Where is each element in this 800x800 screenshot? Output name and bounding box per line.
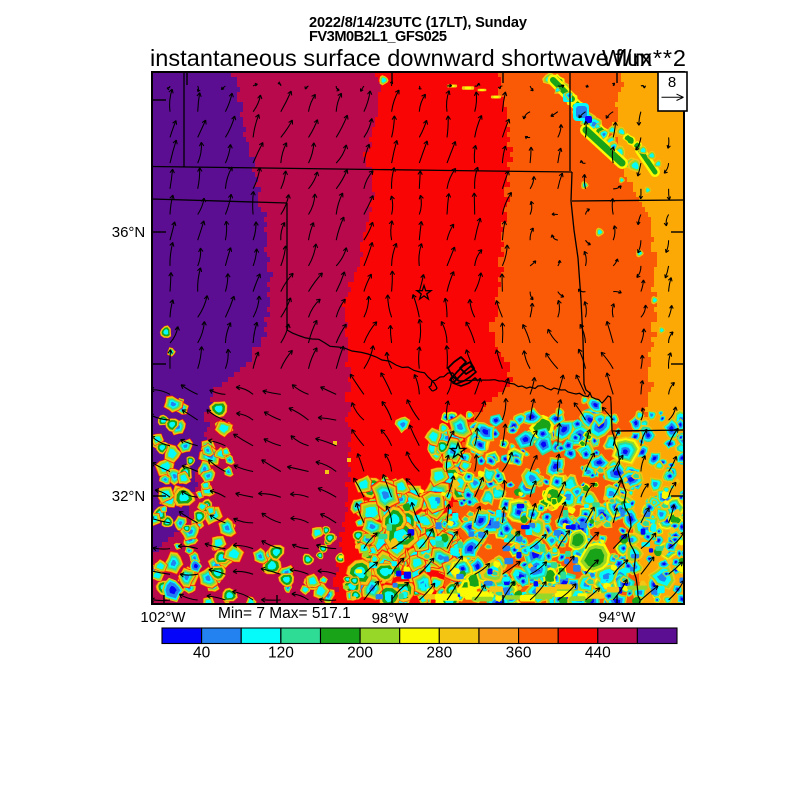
svg-text:200: 200 [347, 645, 373, 662]
svg-text:280: 280 [426, 645, 452, 662]
svg-text:36°N: 36°N [112, 224, 146, 241]
svg-text:40: 40 [193, 645, 211, 662]
svg-text:440: 440 [585, 645, 611, 662]
svg-text:Min= 7 Max= 517.1: Min= 7 Max= 517.1 [218, 605, 351, 622]
svg-text:W/m**2: W/m**2 [602, 45, 686, 71]
svg-text:94°W: 94°W [599, 609, 637, 626]
svg-text:2022/8/14/23UTC (17LT), Sunday: 2022/8/14/23UTC (17LT), Sunday [309, 15, 528, 31]
svg-text:instantaneous surface downward: instantaneous surface downward shortwave… [150, 45, 652, 71]
svg-text:98°W: 98°W [372, 610, 410, 627]
svg-text:120: 120 [268, 645, 294, 662]
svg-text:8: 8 [668, 74, 676, 91]
svg-text:FV3M0B2L1_GFS025: FV3M0B2L1_GFS025 [309, 29, 447, 45]
svg-text:32°N: 32°N [112, 488, 146, 505]
svg-text:360: 360 [506, 645, 532, 662]
svg-text:102°W: 102°W [140, 609, 186, 626]
